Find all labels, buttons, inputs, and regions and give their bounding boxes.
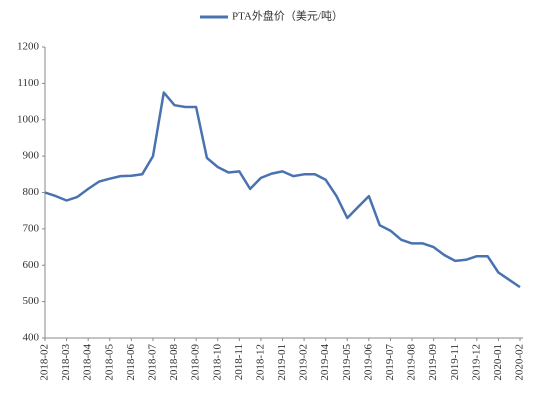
x-tick-label: 2018-05 — [103, 344, 115, 381]
y-tick-label: 900 — [23, 150, 40, 162]
y-tick-label: 1200 — [17, 41, 40, 53]
y-tick-label: 600 — [23, 259, 40, 271]
x-tick-label: 2018-11 — [233, 344, 245, 380]
x-tick-label: 2020-01 — [492, 344, 504, 381]
x-tick-label: 2019-05 — [341, 344, 353, 381]
x-tick-label: 2018-09 — [190, 344, 202, 381]
x-tick-label: 2019-01 — [276, 344, 288, 381]
x-tick-label: 2018-10 — [211, 344, 223, 381]
y-tick-label: 1000 — [17, 113, 40, 125]
x-tick-label: 2018-08 — [168, 344, 180, 381]
y-tick-label: 500 — [23, 295, 40, 307]
y-tick-label: 400 — [23, 332, 40, 344]
x-tick-label: 2018-03 — [60, 344, 72, 381]
x-tick-label: 2019-06 — [362, 344, 374, 381]
x-tick-label: 2020-02 — [514, 344, 526, 381]
x-tick-label: 2018-07 — [146, 344, 158, 381]
x-tick-label: 2019-09 — [427, 344, 439, 381]
y-tick-label: 800 — [23, 186, 40, 198]
y-tick-label: 700 — [23, 222, 40, 234]
legend-label: PTA外盘价（美元/吨） — [232, 9, 343, 23]
x-tick-label: 2018-02 — [39, 344, 51, 381]
x-tick-label: 2019-08 — [406, 344, 418, 381]
x-tick-label: 2019-11 — [449, 344, 461, 380]
x-tick-label: 2018-06 — [125, 344, 137, 381]
x-tick-label: 2019-07 — [384, 344, 396, 381]
y-tick-label: 1100 — [17, 77, 39, 89]
line-series — [44, 91, 521, 289]
x-tick-label: 2019-02 — [298, 344, 310, 381]
x-tick-label: 2019-04 — [319, 344, 331, 381]
x-tick-label: 2018-12 — [254, 344, 266, 381]
x-tick-label: 2018-04 — [82, 344, 94, 381]
x-tick-label: 2019-12 — [470, 344, 482, 381]
